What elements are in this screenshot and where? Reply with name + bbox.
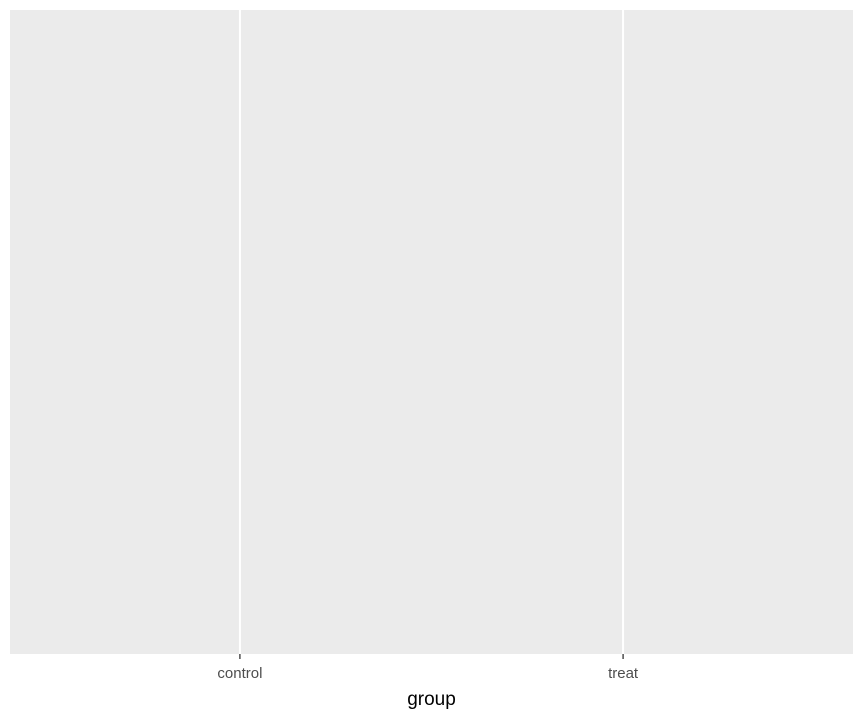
x-axis-tick-labels: control treat <box>217 665 639 682</box>
x-axis-ticks <box>239 654 624 659</box>
plot-panel <box>10 10 853 654</box>
gridlines <box>238 10 625 654</box>
x-tick-label-treat: treat <box>608 665 639 682</box>
x-axis-title: group <box>407 689 456 710</box>
x-tick-label-control: control <box>217 665 262 682</box>
